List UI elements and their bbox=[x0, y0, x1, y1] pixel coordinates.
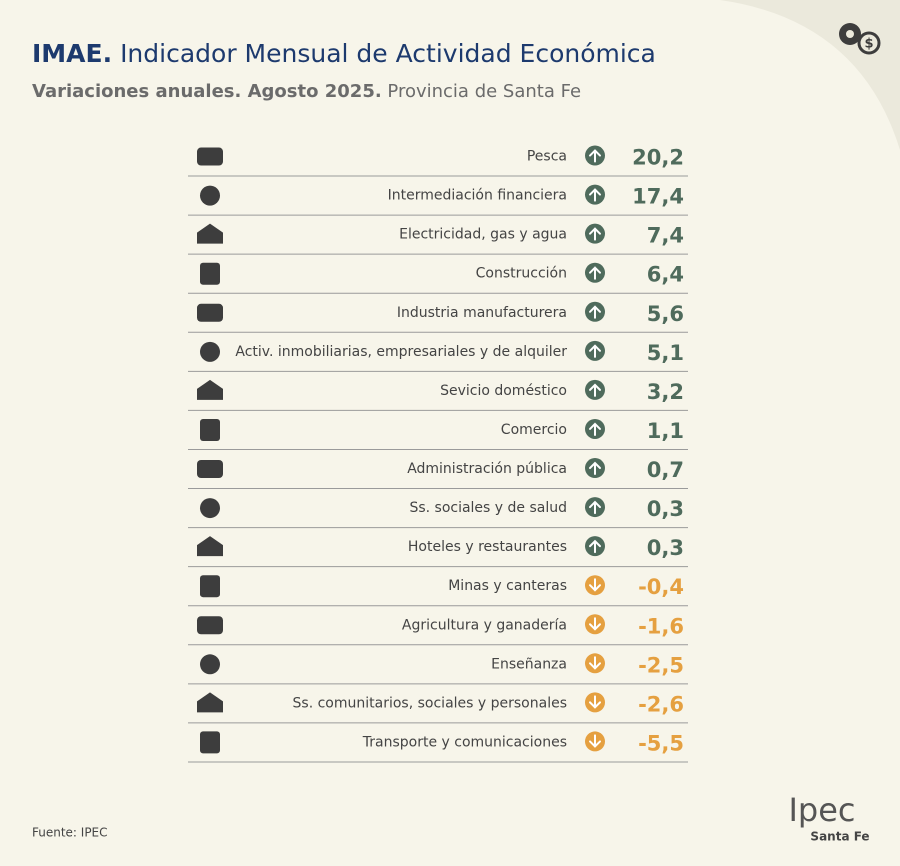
row-label: Comercio bbox=[501, 422, 567, 438]
icon-shape bbox=[200, 654, 220, 675]
row-icon bbox=[200, 262, 220, 285]
row-value: 0,7 bbox=[647, 458, 684, 482]
row-value: 0,3 bbox=[647, 497, 684, 521]
arrow bbox=[589, 617, 601, 631]
row-label: Pesca bbox=[527, 149, 567, 165]
row-value: 7,4 bbox=[647, 224, 684, 248]
arrow bbox=[589, 227, 601, 241]
arrow bbox=[589, 539, 601, 554]
row-value: 0,3 bbox=[647, 536, 684, 560]
row-value: -0,4 bbox=[638, 575, 684, 599]
arrow bbox=[589, 578, 601, 592]
row-label: Transporte y comunicaciones bbox=[362, 734, 567, 750]
row-icon bbox=[197, 223, 223, 244]
arrow bbox=[589, 266, 601, 280]
row-icon bbox=[200, 498, 220, 519]
row-icon bbox=[197, 379, 223, 400]
row-label: Industria manufacturera bbox=[397, 305, 567, 321]
row-value: -2,5 bbox=[638, 653, 684, 677]
source: Fuente: IPEC bbox=[32, 826, 108, 840]
row-label: Intermediación financiera bbox=[388, 188, 567, 204]
icon-shape bbox=[197, 536, 223, 557]
icon-shape bbox=[197, 692, 223, 713]
icon-shape bbox=[200, 498, 220, 519]
icon-shape bbox=[200, 575, 220, 598]
icon-shape bbox=[200, 418, 220, 441]
row-label: Minas y canteras bbox=[448, 578, 567, 594]
arrow bbox=[589, 500, 601, 515]
arrow bbox=[589, 305, 601, 319]
subtitle: Variaciones anuales. Agosto 2025. Provin… bbox=[32, 81, 581, 102]
subtitle-text: Provincia de Santa Fe bbox=[387, 81, 581, 102]
row-label: Sevicio doméstico bbox=[440, 383, 567, 399]
row-icon bbox=[200, 575, 220, 598]
arrow bbox=[589, 656, 601, 670]
icon-shape bbox=[197, 147, 223, 166]
row-icon bbox=[197, 303, 223, 322]
row-label: Enseñanza bbox=[491, 656, 567, 672]
row-value: -1,6 bbox=[638, 614, 684, 638]
logo: Ipec bbox=[788, 791, 855, 829]
row-label: Construcción bbox=[476, 266, 567, 282]
settings-icon: $ bbox=[839, 23, 881, 55]
row-label: Ss. sociales y de salud bbox=[409, 500, 567, 516]
title: IMAE. Indicador Mensual de Actividad Eco… bbox=[32, 39, 656, 68]
row-label: Agricultura y ganadería bbox=[402, 617, 567, 633]
row-icon bbox=[197, 536, 223, 557]
row-value: -5,5 bbox=[638, 731, 684, 755]
row-label: Activ. inmobiliarias, empresariales y de… bbox=[235, 344, 567, 360]
row-label: Ss. comunitarios, sociales y personales bbox=[293, 695, 567, 711]
row-icon bbox=[200, 654, 220, 675]
row-value: 1,1 bbox=[647, 419, 684, 443]
icon-shape bbox=[197, 303, 223, 322]
arrow bbox=[589, 383, 601, 397]
icon-shape bbox=[200, 262, 220, 285]
icon-shape bbox=[197, 379, 223, 400]
arrow bbox=[589, 149, 601, 163]
icon-shape bbox=[197, 460, 223, 479]
icon-shape bbox=[197, 616, 223, 635]
row-icon bbox=[200, 418, 220, 441]
row-icon bbox=[200, 341, 220, 362]
row-label: Administración pública bbox=[407, 461, 567, 477]
icon-shape bbox=[200, 341, 220, 362]
icon-shape bbox=[200, 185, 220, 206]
title-bold: IMAE. bbox=[32, 39, 112, 68]
logo-sub: Santa Fe bbox=[810, 830, 869, 844]
title-text: Indicador Mensual de Actividad Económica bbox=[120, 39, 656, 68]
arrow bbox=[589, 188, 601, 202]
arrow bbox=[589, 344, 601, 358]
row-icon bbox=[197, 692, 223, 713]
arrow bbox=[589, 695, 601, 709]
row-value: 5,6 bbox=[647, 302, 684, 326]
subtitle-bold: Variaciones anuales. Agosto 2025. bbox=[32, 81, 382, 102]
icon-shape bbox=[197, 223, 223, 244]
row-value: 20,2 bbox=[632, 146, 684, 170]
row-value: 17,4 bbox=[632, 185, 684, 209]
row-label: Hoteles y restaurantes bbox=[408, 539, 567, 555]
row-icon bbox=[197, 460, 223, 479]
row-icon bbox=[200, 731, 220, 754]
row-icon bbox=[197, 616, 223, 635]
arrow bbox=[589, 461, 601, 476]
row-icon bbox=[197, 147, 223, 166]
row-value: -2,6 bbox=[638, 692, 684, 716]
row-icon bbox=[200, 185, 220, 206]
row-label: Electricidad, gas y agua bbox=[399, 227, 567, 243]
arrow bbox=[589, 734, 601, 748]
table: Pesca 20,2 Intermediación financiera 17,4 El… bbox=[188, 145, 688, 763]
row-value: 6,4 bbox=[647, 263, 684, 287]
svg-text:$: $ bbox=[864, 37, 873, 52]
icon-shape bbox=[200, 731, 220, 754]
arrow bbox=[589, 422, 601, 436]
row-value: 3,2 bbox=[647, 380, 684, 404]
row-value: 5,1 bbox=[647, 341, 684, 365]
